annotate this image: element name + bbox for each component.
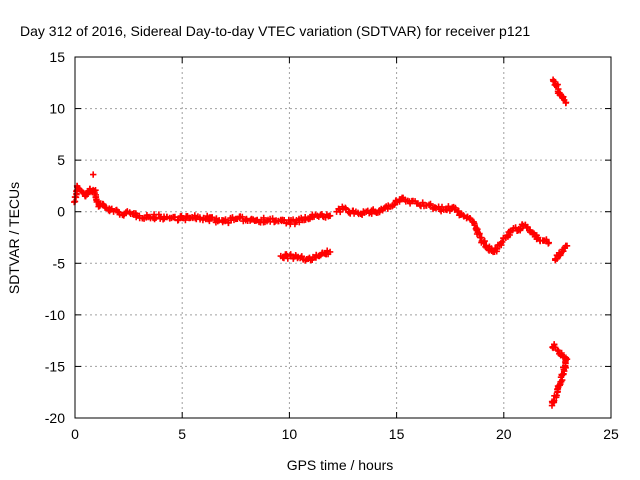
data-point — [481, 237, 488, 245]
x-tick-label: 0 — [71, 426, 79, 442]
x-tick-label: 10 — [282, 426, 298, 442]
data-point — [551, 341, 558, 348]
data-point — [562, 99, 570, 106]
tick-label-layer: 0 5 10 15 20 25 -20 -15 -10 -5 0 5 10 15 — [45, 49, 619, 442]
data-point — [260, 214, 267, 222]
data-point — [269, 215, 276, 222]
y-tick-label: -15 — [45, 358, 65, 374]
data-point — [426, 202, 434, 209]
y-tick-label: -10 — [45, 307, 65, 323]
data-point — [550, 398, 557, 405]
data-point — [499, 238, 506, 246]
data-point — [342, 205, 350, 212]
data-layer — [71, 76, 571, 409]
data-point — [563, 242, 571, 249]
data-point — [337, 208, 344, 216]
y-tick-label: 10 — [49, 101, 65, 117]
data-point — [419, 199, 426, 206]
chart-title: Day 312 of 2016, Sidereal Day-to-day VTE… — [20, 23, 530, 39]
data-point — [557, 252, 564, 259]
data-point — [175, 216, 182, 223]
data-point — [326, 212, 334, 219]
tick-layer — [74, 56, 612, 419]
data-point — [287, 252, 294, 259]
data-point — [529, 229, 536, 236]
data-point — [171, 213, 179, 221]
data-point — [556, 382, 563, 389]
y-tick-label: 5 — [57, 152, 65, 168]
x-tick-label: 20 — [496, 426, 512, 442]
data-point — [545, 239, 552, 246]
data-point — [90, 171, 97, 178]
grid-layer — [75, 57, 611, 418]
y-axis-label: SDTVAR / TECUs — [6, 182, 22, 294]
plot-frame — [74, 56, 612, 419]
x-axis-label: GPS time / hours — [287, 457, 394, 473]
data-point — [555, 347, 562, 355]
y-tick-label: 15 — [49, 49, 65, 65]
data-point — [493, 245, 501, 252]
data-point — [480, 238, 488, 246]
x-tick-label: 5 — [178, 426, 186, 442]
data-point — [452, 204, 459, 212]
y-tick-label: 0 — [57, 204, 65, 220]
y-tick-label: -5 — [53, 255, 66, 271]
data-point — [498, 241, 505, 249]
y-tick-label: -20 — [45, 410, 65, 426]
x-tick-label: 25 — [603, 426, 619, 442]
x-tick-label: 15 — [389, 426, 405, 442]
data-point — [524, 223, 531, 231]
data-point — [326, 248, 334, 256]
data-point — [239, 213, 246, 221]
data-point — [476, 231, 483, 238]
data-point — [560, 93, 567, 100]
